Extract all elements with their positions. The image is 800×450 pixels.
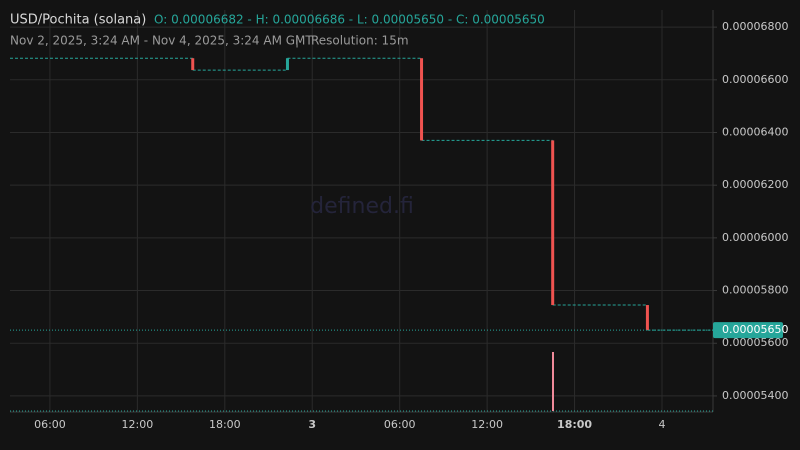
ohlc: O: 0.00006682 - H: 0.00006686 - L: 0.000…: [154, 13, 545, 27]
x-tick-label: 12:00: [471, 418, 503, 431]
x-tick-label: 18:00: [209, 418, 241, 431]
x-tick-label: 18:00: [557, 418, 592, 431]
candle: [285, 58, 289, 71]
y-tick-label: 0.00006400: [722, 125, 788, 138]
y-tick-label: 0.00006600: [722, 73, 788, 86]
grid: [10, 10, 713, 412]
date-range: Nov 2, 2025, 3:24 AM - Nov 4, 2025, 3:24…: [10, 34, 313, 48]
x-tick-label: 12:00: [122, 418, 154, 431]
x-tick-label: 06:00: [34, 418, 66, 431]
y-tick-label: 0.00006200: [722, 178, 788, 191]
candle: [420, 58, 424, 141]
x-tick-label: 4: [658, 418, 665, 431]
x-tick-label: 3: [308, 418, 316, 431]
last-price-box: [713, 322, 783, 339]
candle: [645, 305, 649, 331]
y-tick-label: 0.00005600: [722, 336, 788, 349]
y-tick-label: 0.00006000: [722, 231, 788, 244]
candle: [551, 140, 555, 306]
y-tick-label: 0.00005400: [722, 389, 788, 402]
separator: |: [295, 34, 299, 48]
watermark: defined.fi: [310, 194, 414, 219]
y-tick-label: 0.00006800: [722, 20, 788, 33]
x-tick-label: 06:00: [384, 418, 416, 431]
candle: [191, 58, 195, 71]
marks: [10, 57, 713, 331]
y-tick-label: 0.00005800: [722, 284, 788, 297]
last-price-label: 0.00005650: [722, 323, 788, 336]
chart-title: USD/Pochita (solana): [10, 13, 146, 28]
resolution: Resolution: 15m: [311, 34, 409, 48]
volume-spike: [552, 352, 554, 411]
